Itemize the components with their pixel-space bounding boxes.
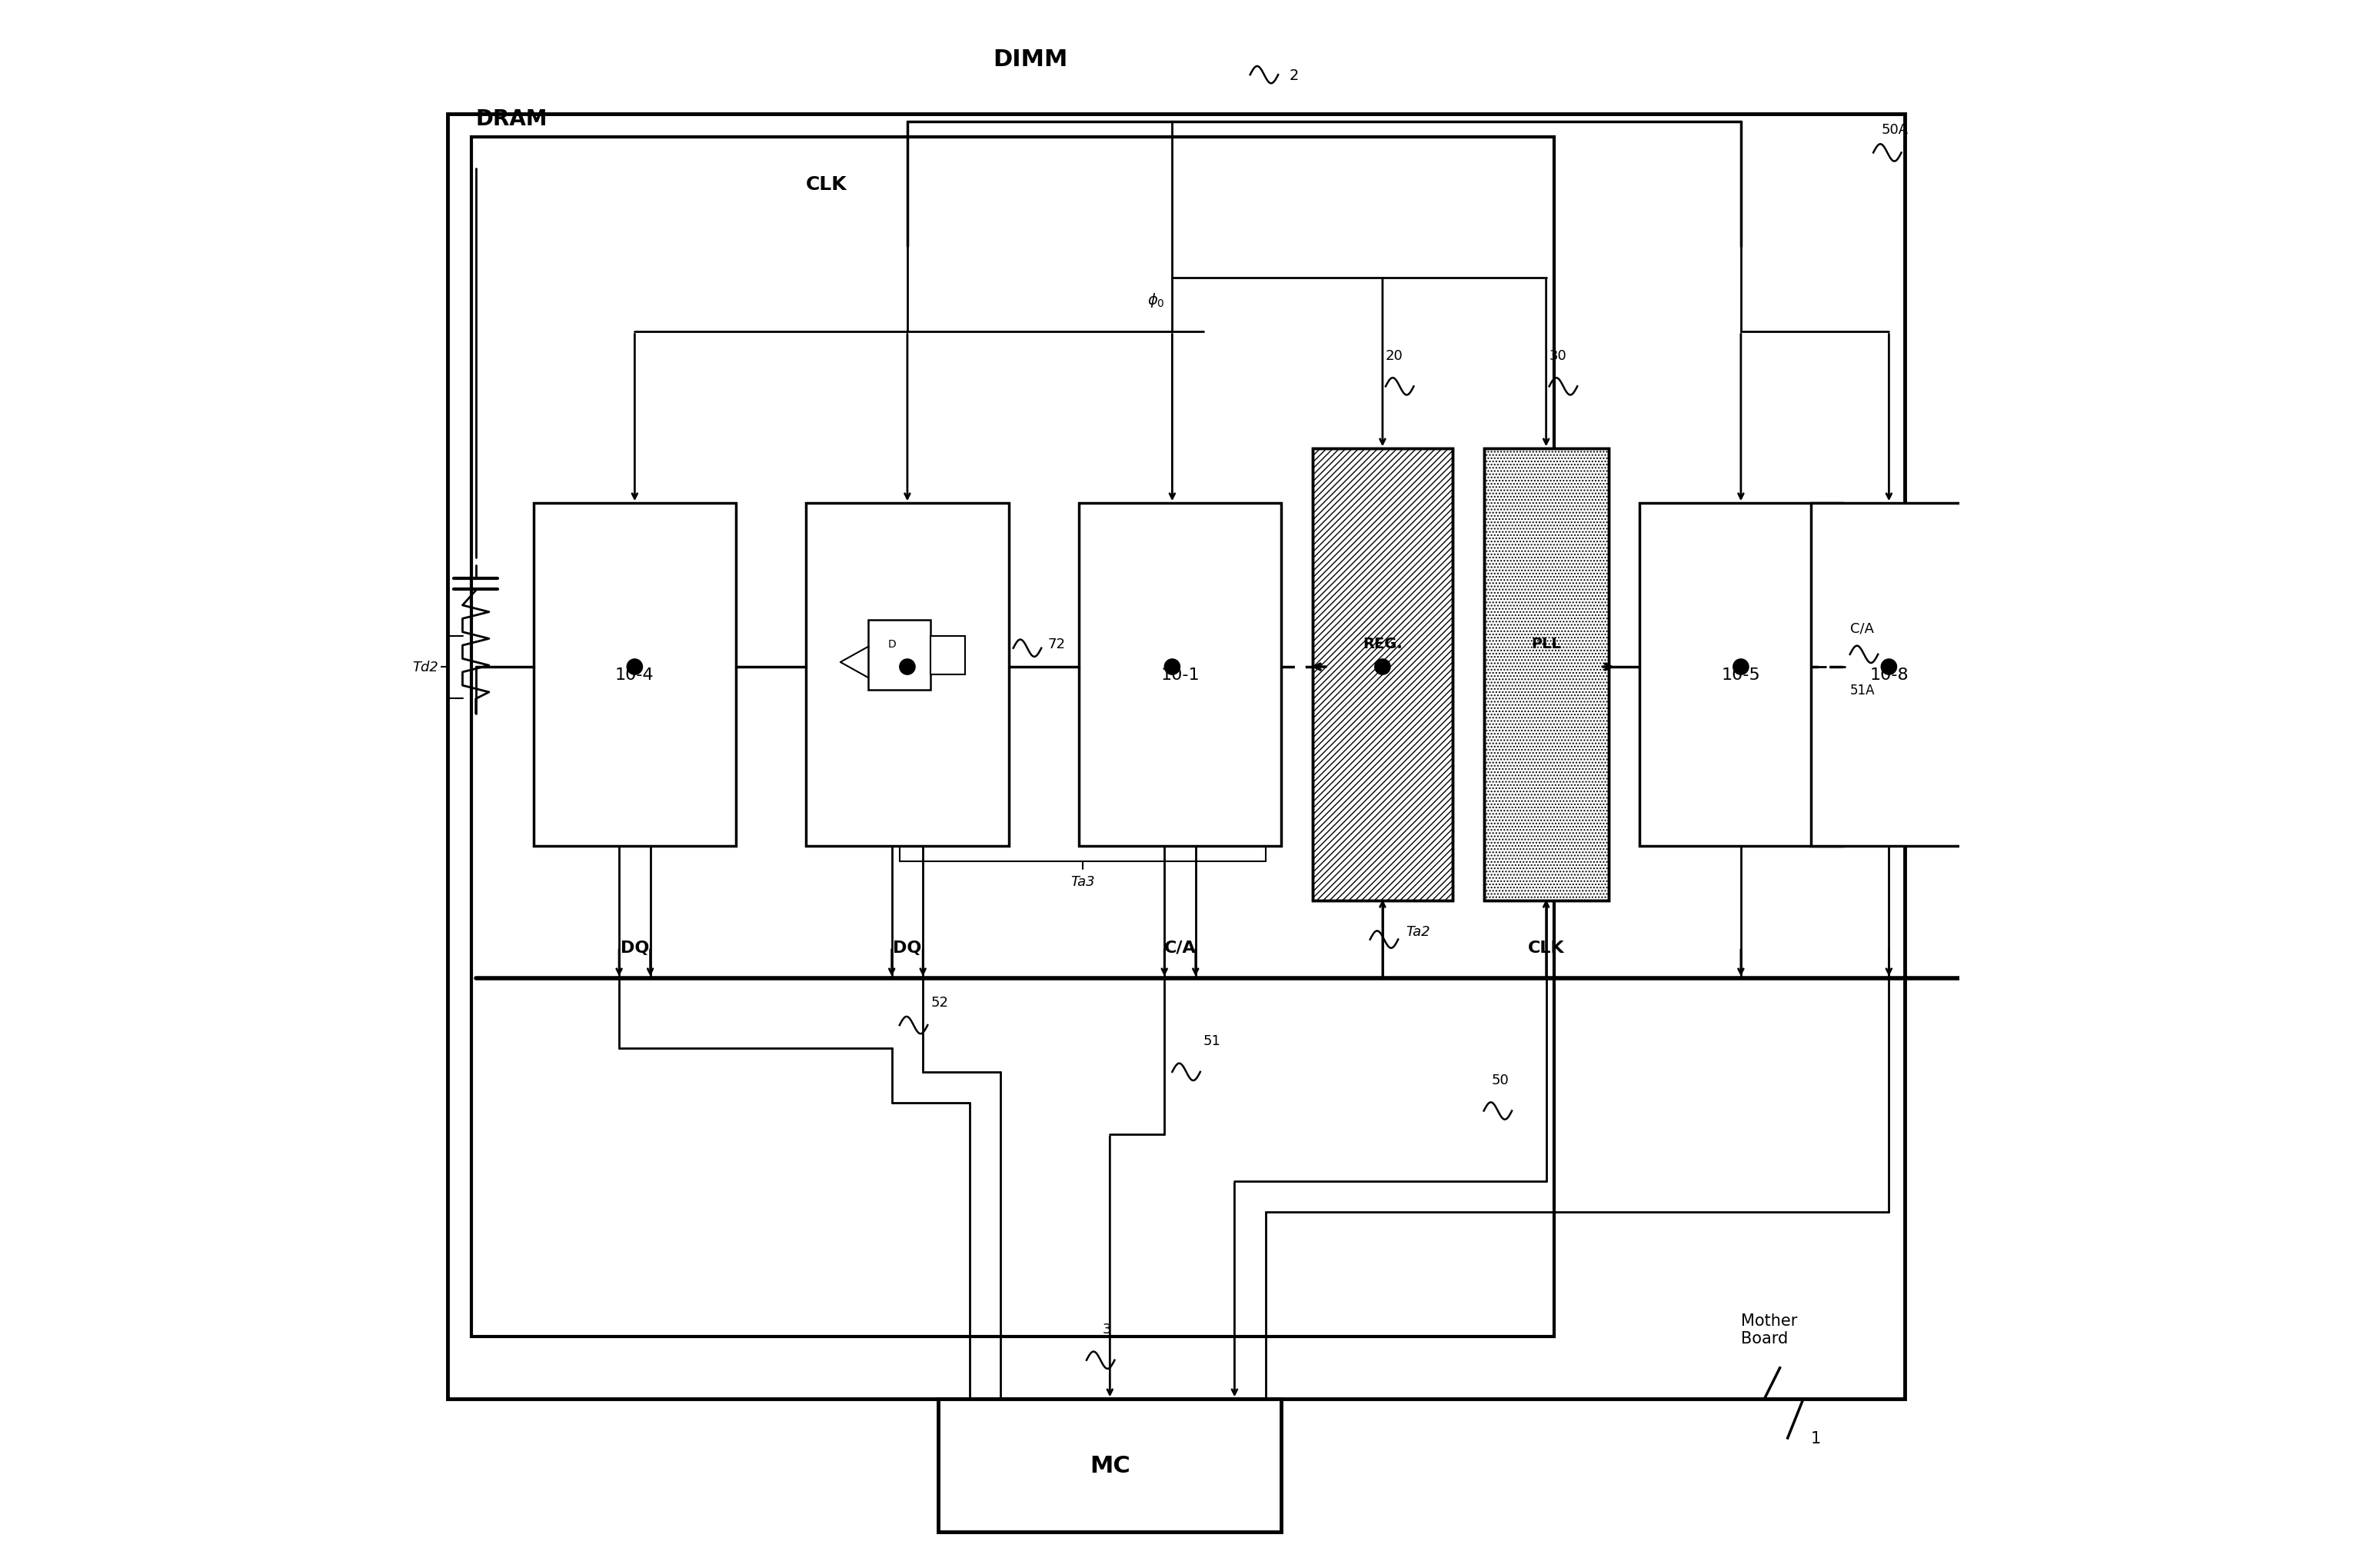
Bar xyxy=(930,637,965,674)
Text: DQ: DQ xyxy=(892,939,923,955)
Text: CLK: CLK xyxy=(807,176,847,194)
Bar xyxy=(939,1399,1281,1532)
Text: Ta3: Ta3 xyxy=(1071,875,1095,887)
Text: REG.: REG. xyxy=(1362,637,1402,651)
Bar xyxy=(448,114,1905,1399)
Bar xyxy=(1810,503,1966,847)
Text: 30: 30 xyxy=(1548,348,1567,362)
Bar xyxy=(1640,503,1843,847)
Text: 1: 1 xyxy=(1810,1430,1822,1446)
Text: 3: 3 xyxy=(1102,1322,1112,1336)
Text: PLL: PLL xyxy=(1532,637,1560,651)
Text: 10-4: 10-4 xyxy=(616,668,654,682)
Bar xyxy=(1312,448,1454,900)
Circle shape xyxy=(1376,660,1390,674)
Text: 20: 20 xyxy=(1385,348,1404,362)
Text: C/A: C/A xyxy=(1163,939,1197,955)
Circle shape xyxy=(1732,660,1749,674)
Text: 10-5: 10-5 xyxy=(1720,668,1761,682)
Text: Td2: Td2 xyxy=(413,660,439,674)
Bar xyxy=(868,621,930,690)
Bar xyxy=(807,503,1008,847)
Text: Mother
Board: Mother Board xyxy=(1742,1312,1798,1345)
Bar xyxy=(1312,448,1454,900)
Text: MC: MC xyxy=(1090,1454,1130,1477)
Circle shape xyxy=(628,660,642,674)
Circle shape xyxy=(899,660,916,674)
Text: 51: 51 xyxy=(1204,1033,1220,1047)
Text: 50: 50 xyxy=(1492,1073,1508,1087)
Text: CLK: CLK xyxy=(1527,939,1565,955)
Bar xyxy=(1079,503,1281,847)
Text: 72: 72 xyxy=(1048,637,1064,651)
Bar xyxy=(472,138,1553,1338)
Text: Ta2: Ta2 xyxy=(1407,925,1430,939)
Text: 52: 52 xyxy=(930,996,949,1008)
Bar xyxy=(1484,448,1610,900)
Bar xyxy=(533,503,736,847)
Circle shape xyxy=(1163,660,1180,674)
Text: DRAM: DRAM xyxy=(477,108,548,130)
Text: D: D xyxy=(887,638,897,649)
Bar xyxy=(1484,448,1610,900)
Text: 50A: 50A xyxy=(1881,122,1909,136)
Text: DQ: DQ xyxy=(621,939,649,955)
Text: $\phi_0$: $\phi_0$ xyxy=(1147,292,1163,309)
Text: C/A: C/A xyxy=(1850,621,1874,635)
Text: 10-1: 10-1 xyxy=(1161,668,1199,682)
Circle shape xyxy=(1881,660,1897,674)
Text: 51A: 51A xyxy=(1850,684,1874,698)
Text: 10-8: 10-8 xyxy=(1869,668,1909,682)
Text: 2: 2 xyxy=(1289,67,1298,83)
Text: DIMM: DIMM xyxy=(994,49,1069,71)
